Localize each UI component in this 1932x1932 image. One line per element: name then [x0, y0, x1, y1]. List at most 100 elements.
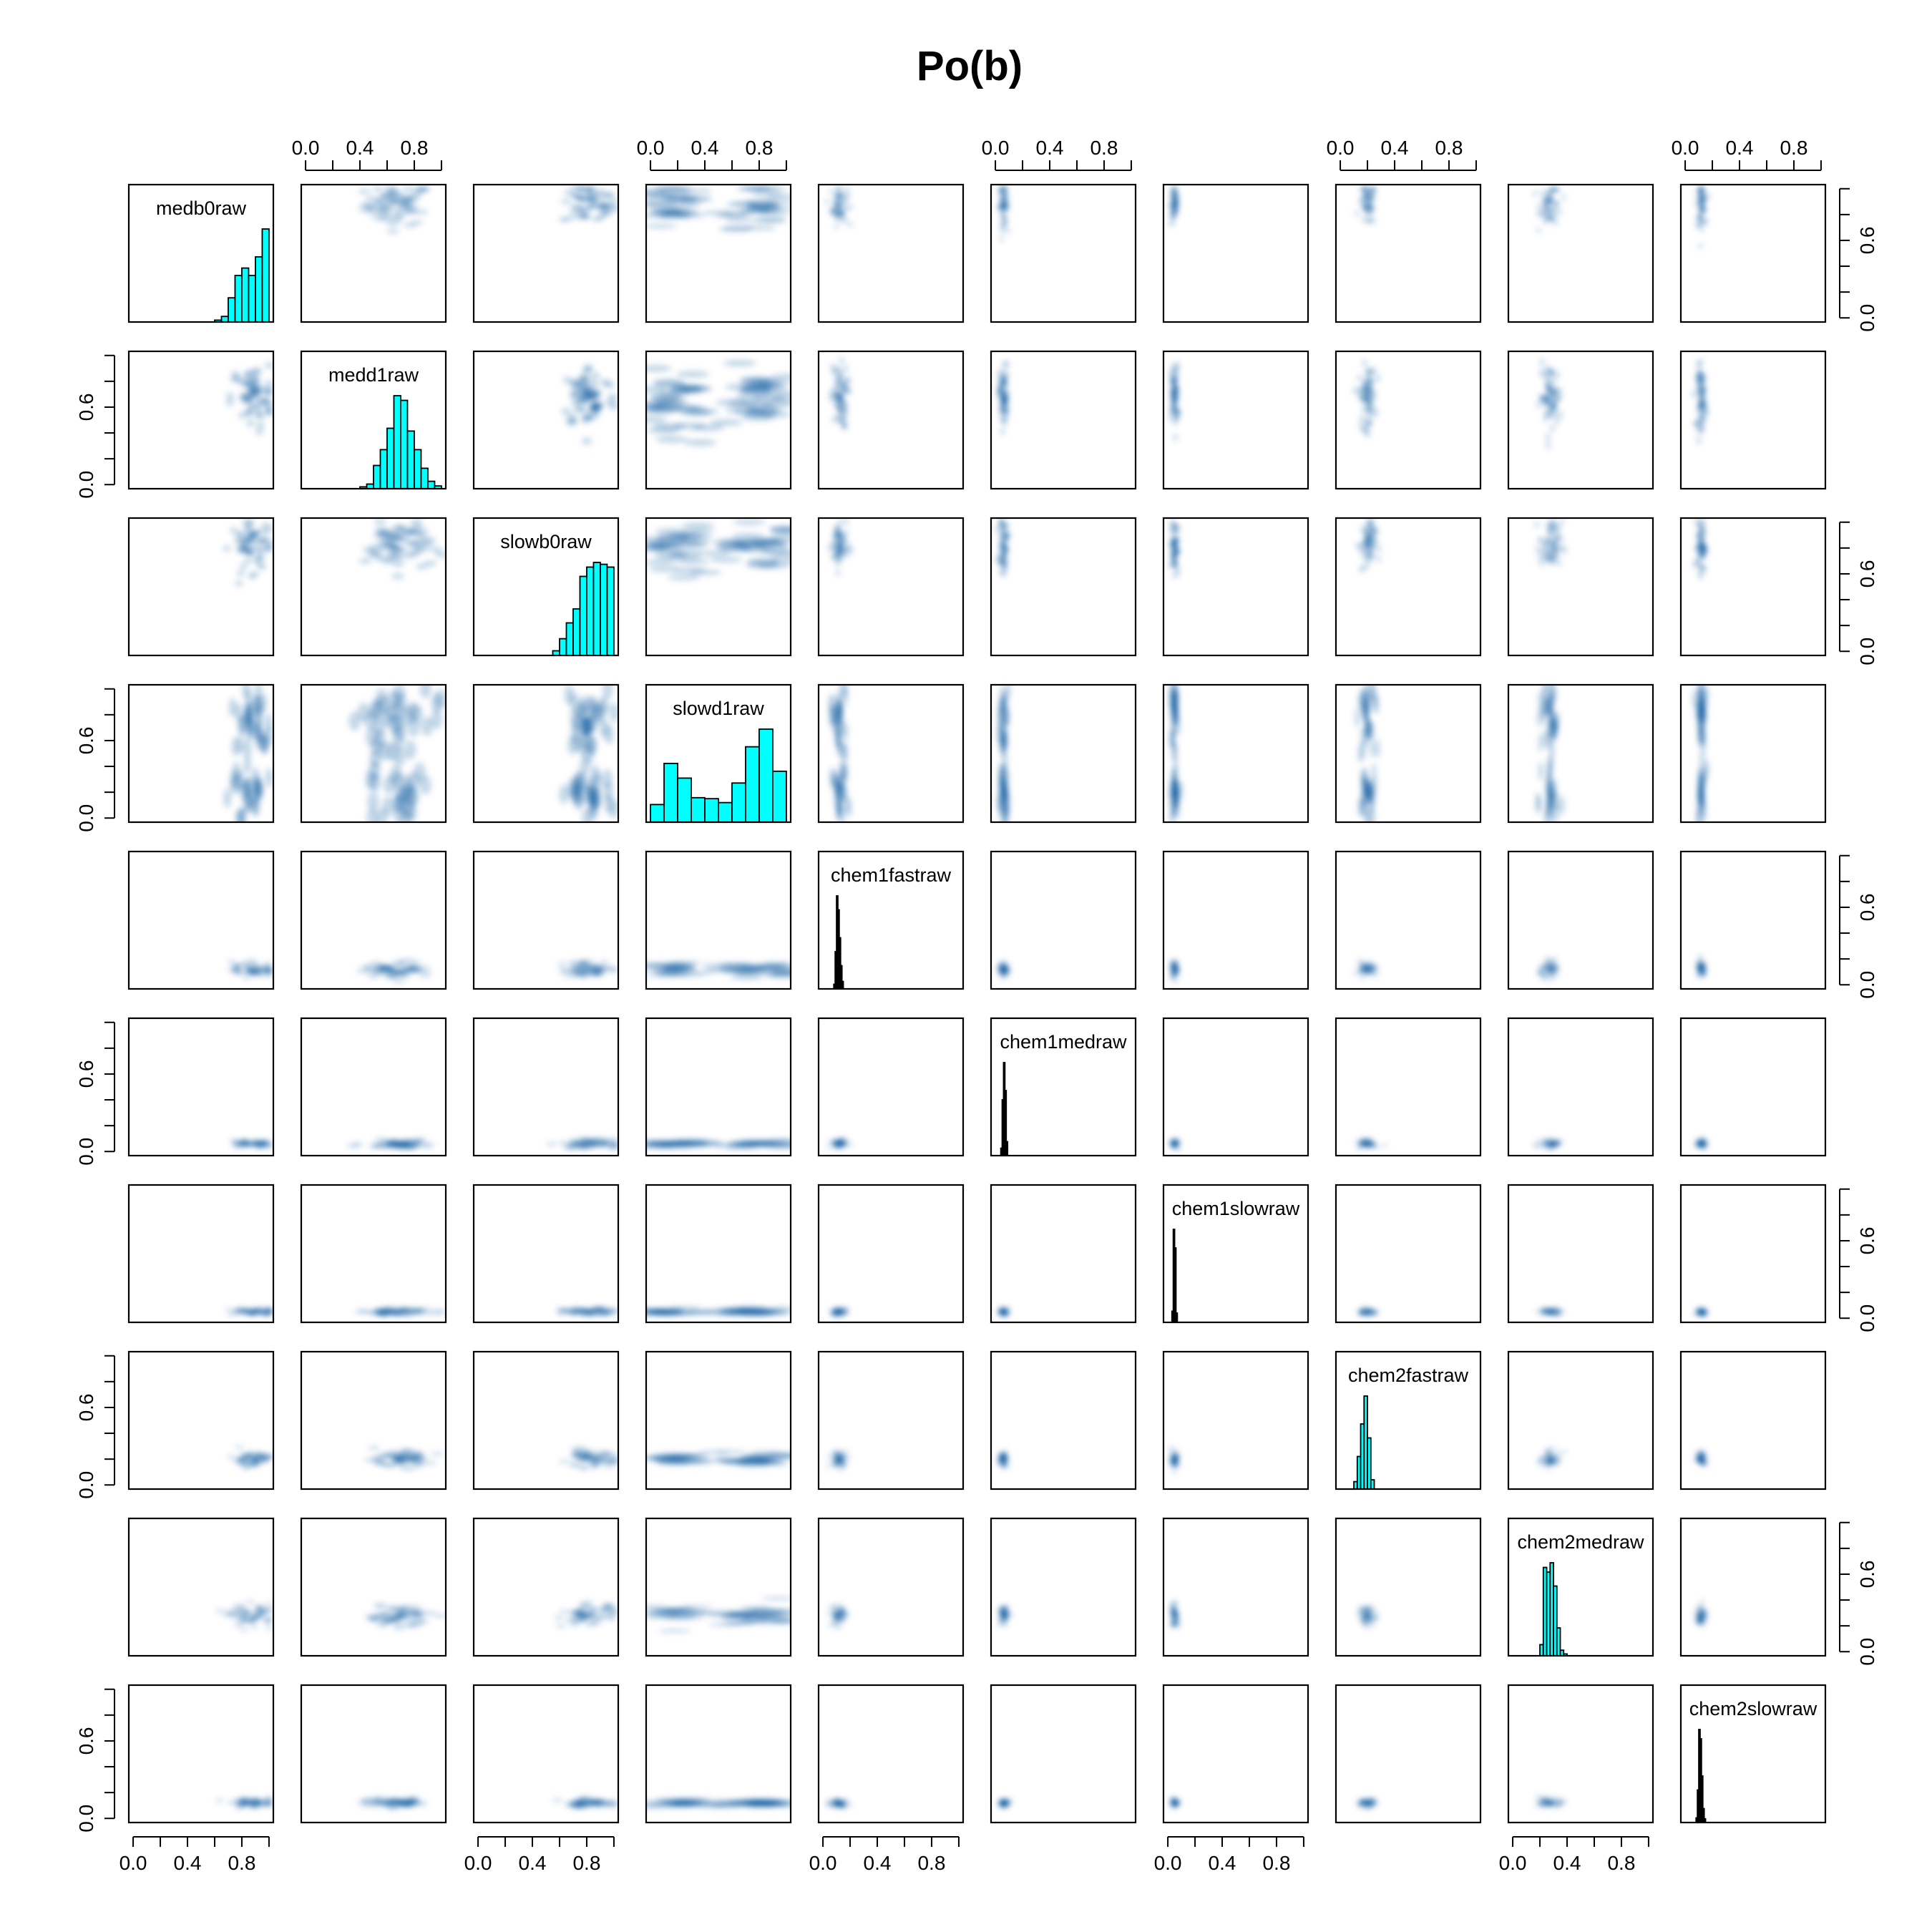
density-point	[554, 1616, 565, 1620]
panel-frame	[472, 183, 620, 323]
density-point	[1697, 219, 1702, 225]
density-point	[367, 1617, 380, 1621]
density-point	[646, 386, 667, 394]
density-point	[770, 527, 791, 534]
density-point	[835, 1146, 841, 1151]
density-point	[843, 365, 849, 373]
density-point	[409, 1139, 421, 1143]
density-point	[1701, 197, 1707, 203]
panel-slowb0raw-chem1medraw	[990, 517, 1137, 657]
density-point	[1370, 218, 1376, 223]
density-point	[585, 695, 595, 715]
density-point	[847, 1143, 853, 1147]
density-point	[368, 545, 381, 551]
density-point	[264, 389, 273, 396]
density-point	[374, 1604, 386, 1608]
density-point	[837, 547, 843, 555]
density-point	[995, 557, 1001, 564]
density-point	[1003, 688, 1009, 708]
density-point	[832, 1611, 838, 1615]
density-point	[260, 731, 270, 751]
density-point	[1171, 199, 1176, 205]
density-point	[1552, 779, 1558, 799]
histogram-bar	[586, 566, 595, 656]
density-point	[1368, 188, 1374, 194]
density-chem1slowraw-vs-chem2fastraw	[1357, 1306, 1380, 1319]
panel-slowb0raw-slowd1raw	[645, 517, 792, 657]
density-point	[832, 533, 838, 540]
density-point	[402, 186, 415, 192]
density-slowb0raw-vs-chem1medraw	[995, 519, 1011, 577]
density-point	[239, 563, 248, 570]
density-point	[1172, 1470, 1178, 1474]
density-point	[391, 573, 404, 580]
density-point	[1353, 970, 1359, 975]
density-point	[435, 552, 446, 558]
density-point	[1000, 1464, 1006, 1468]
density-point	[393, 962, 406, 966]
density-point	[590, 190, 600, 196]
density-point	[582, 1309, 593, 1314]
density-chem2fastraw-vs-chem2medraw	[1536, 1446, 1567, 1470]
density-point	[1546, 194, 1552, 200]
histogram-bar	[228, 297, 236, 323]
density-point	[834, 1310, 839, 1314]
density-point	[1003, 1312, 1009, 1317]
density-point	[1551, 400, 1557, 408]
density-point	[1376, 545, 1382, 552]
density-medd1raw-vs-slowb0raw	[561, 364, 618, 445]
panel-chem1slowraw-slowb0raw	[472, 1184, 620, 1324]
density-point	[602, 685, 613, 699]
density-point	[1001, 778, 1007, 798]
density-point	[1697, 685, 1703, 699]
density-point	[245, 1464, 253, 1468]
panel-medd1raw-chem2slowraw	[1679, 350, 1827, 490]
density-point	[570, 708, 580, 728]
density-point	[1538, 549, 1543, 556]
histogram-bar	[704, 798, 719, 823]
density-point	[230, 375, 239, 383]
density-point	[1551, 967, 1556, 972]
density-point	[358, 1309, 371, 1313]
panel-frame	[300, 1517, 447, 1657]
density-point	[585, 1607, 596, 1611]
density-point	[1360, 394, 1365, 401]
density-point	[678, 540, 711, 547]
density-point	[1365, 561, 1370, 568]
density-slowd1raw-vs-chem2fastraw	[1355, 685, 1380, 822]
panel-frame	[472, 1350, 620, 1491]
density-point	[264, 970, 273, 975]
density-point	[570, 398, 581, 406]
density-point	[998, 1456, 1004, 1460]
density-point	[1545, 966, 1551, 970]
density-point	[652, 1312, 685, 1317]
density-point	[586, 1454, 597, 1458]
density-point	[1357, 743, 1363, 763]
density-point	[1361, 776, 1367, 796]
density-point	[1000, 229, 1005, 234]
density-point	[838, 397, 844, 405]
density-point	[580, 1603, 590, 1607]
density-point	[569, 962, 580, 967]
density-point	[1546, 1147, 1551, 1151]
density-point	[1700, 547, 1706, 554]
density-point	[1557, 394, 1563, 401]
histogram-bar	[841, 980, 844, 990]
density-point	[837, 1459, 843, 1463]
panel-frame	[1507, 683, 1654, 824]
density-point	[417, 1619, 430, 1624]
panel-frame	[1335, 1017, 1482, 1157]
density-point	[1170, 207, 1176, 213]
density-point	[263, 1312, 271, 1317]
density-point	[1174, 1461, 1180, 1465]
density-point	[1549, 1146, 1555, 1151]
density-chem1slowraw-vs-chem1fastraw	[829, 1307, 849, 1318]
density-point	[367, 975, 380, 979]
density-chem1slowraw-vs-medb0raw	[225, 1307, 273, 1317]
density-point	[1556, 560, 1562, 567]
density-medb0raw-vs-chem2fastraw	[1354, 186, 1377, 224]
density-point	[1544, 977, 1550, 981]
density-point	[430, 709, 443, 729]
density-point	[724, 218, 758, 223]
density-point	[578, 1464, 589, 1468]
